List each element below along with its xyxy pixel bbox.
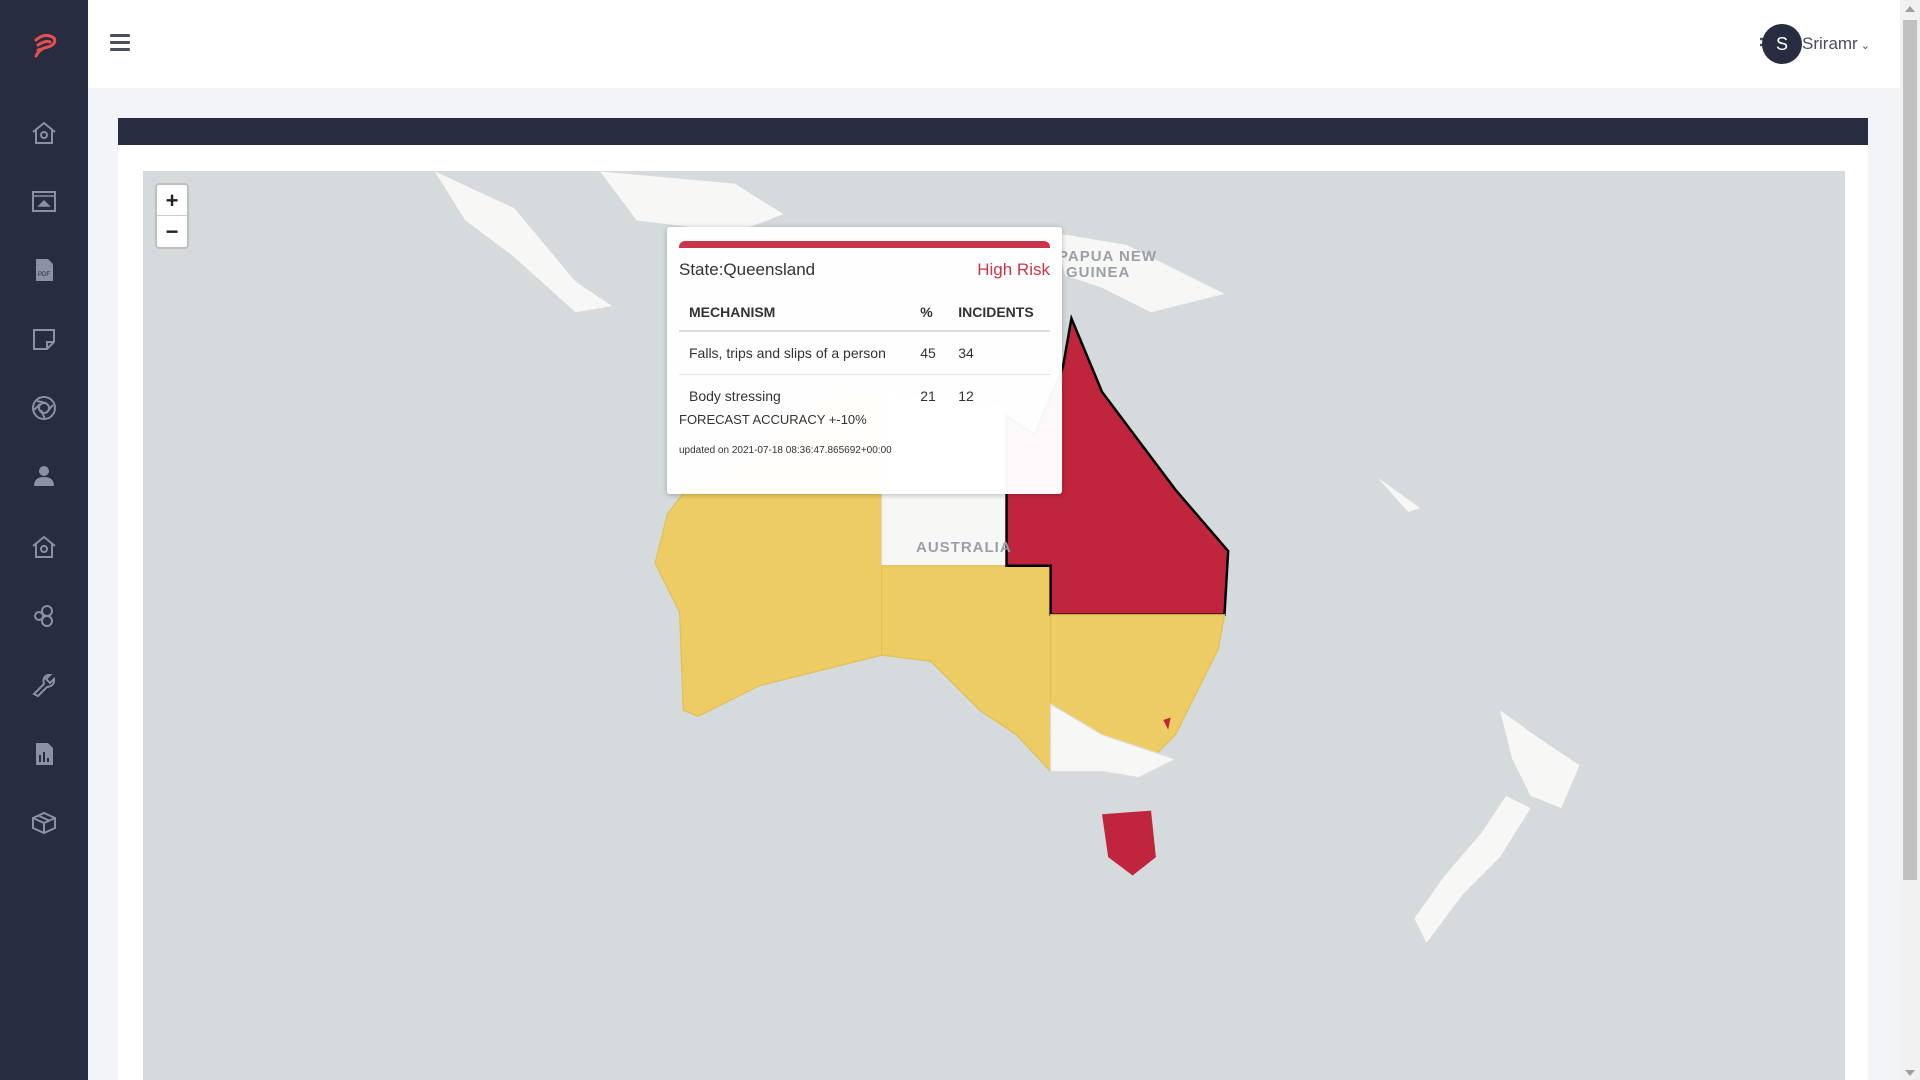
cell-pct: 21 [920, 388, 936, 404]
user-menu[interactable]: Sriramr ⌄ [1802, 34, 1870, 54]
map-label-australia: AUSTRALIA [916, 539, 1012, 556]
pdf-icon[interactable]: PDF [29, 255, 59, 285]
map-label-png-2: GUINEA [1066, 264, 1131, 281]
user-name: Sriramr [1802, 34, 1858, 53]
mechanism-table: MECHANISM% INCIDENTS Falls, trips and sli… [679, 294, 1050, 408]
sidebar: PDF [0, 0, 88, 1080]
tooltip-state: State:Queensland [679, 260, 816, 279]
upload-icon[interactable] [29, 186, 59, 216]
box-icon[interactable] [29, 808, 59, 838]
cell-mechanism: Body stressing [689, 388, 781, 404]
risk-color-bar [679, 241, 1050, 248]
menu-toggle-icon[interactable] [110, 34, 130, 52]
avatar[interactable]: S [1762, 24, 1802, 64]
table-row: Body stressing 21 12 [679, 375, 1050, 409]
cell-pct: 45 [910, 331, 949, 375]
forecast-accuracy: FORECAST ACCURACY +-10% [679, 412, 867, 427]
top-header: S Sriramr ⌄ [88, 0, 1900, 88]
scroll-down-icon[interactable] [1905, 1070, 1915, 1076]
state-tooltip: State:Queensland High Risk MECHANISM% INC… [667, 227, 1062, 494]
zoom-out-button[interactable]: − [165, 219, 179, 244]
logo[interactable] [30, 30, 60, 60]
aperture-icon[interactable] [29, 393, 59, 423]
scroll-up-icon[interactable] [1905, 6, 1915, 12]
home-icon[interactable] [29, 118, 59, 148]
risk-badge: High Risk [977, 260, 1050, 279]
panel-title-bar [118, 118, 1868, 145]
scrollbar[interactable] [1900, 0, 1920, 1080]
cell-incidents: 12 [958, 388, 974, 404]
zoom-control: + − [155, 183, 189, 249]
table-row: Falls, trips and slips of a person 45 34 [679, 331, 1050, 375]
user-icon[interactable] [29, 461, 59, 491]
hexagons-icon[interactable] [29, 601, 59, 631]
home-icon[interactable] [29, 532, 59, 562]
note-icon[interactable] [29, 324, 59, 354]
zoom-in-button[interactable]: + [157, 185, 187, 216]
scrollbar-thumb[interactable] [1903, 20, 1917, 880]
col-pct: % [910, 294, 949, 332]
col-mechanism: MECHANISM [679, 294, 911, 332]
map-label-png: PAPUA NEW [1058, 248, 1157, 265]
col-incidents: INCIDENTS [948, 294, 1050, 332]
cell-incidents: 34 [948, 331, 1050, 375]
report-icon[interactable] [29, 739, 59, 769]
cell-mechanism: Falls, trips and slips of a person [679, 331, 911, 375]
svg-text:PDF: PDF [38, 272, 50, 278]
updated-timestamp: updated on 2021-07-18 08:36:47.865692+00… [679, 445, 892, 456]
chevron-down-icon: ⌄ [1857, 40, 1870, 52]
wrench-icon[interactable] [29, 670, 59, 700]
